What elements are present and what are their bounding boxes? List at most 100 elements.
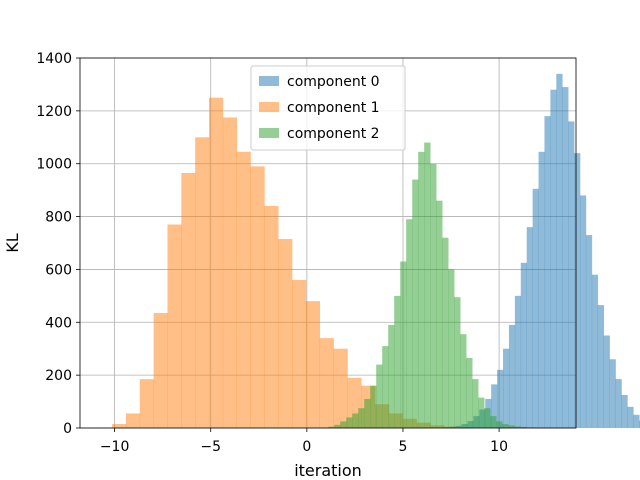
y-tick-label: 1200: [36, 104, 72, 120]
histogram-bar: [112, 424, 127, 428]
histogram-bar: [556, 73, 563, 428]
histogram-bar: [574, 153, 581, 428]
histogram-bar: [508, 425, 515, 428]
histogram-bar: [568, 121, 575, 428]
histogram-bar: [346, 417, 353, 428]
histogram-bar: [436, 200, 443, 428]
histogram-bar: [503, 348, 510, 428]
histogram-bar: [167, 224, 182, 428]
histogram-bar: [376, 364, 383, 428]
y-tick-label: 1400: [36, 51, 72, 67]
histogram-bar: [514, 426, 521, 428]
histogram-bar: [508, 324, 516, 428]
x-axis-label: iteration: [294, 461, 362, 480]
y-tick-label: 1000: [36, 157, 72, 173]
legend-swatch: [259, 128, 279, 138]
histogram-bar: [615, 379, 622, 428]
histogram-bar: [484, 408, 491, 428]
y-tick-label: 800: [45, 210, 72, 226]
y-tick-label: 400: [45, 315, 72, 331]
histogram-bar: [497, 369, 504, 428]
histogram-bar: [250, 166, 265, 428]
histogram-bar: [406, 219, 413, 428]
histogram-bar: [358, 408, 365, 428]
histogram-bar: [490, 416, 497, 428]
histogram-bar: [328, 426, 335, 428]
histogram-bar: [333, 348, 348, 428]
histogram-bar: [412, 179, 419, 428]
histogram-bar: [591, 274, 599, 428]
histogram-bar: [305, 301, 321, 428]
histogram-bar: [609, 359, 616, 428]
histogram-bar: [424, 142, 431, 429]
histogram-bar: [364, 398, 371, 428]
legend-box: [250, 65, 406, 151]
histogram-bar: [334, 424, 341, 428]
histogram-bar: [585, 235, 593, 428]
histogram-bar: [603, 335, 610, 428]
legend-label: component 2: [287, 126, 380, 142]
histogram-bar: [400, 261, 407, 428]
histogram-bar: [442, 237, 449, 428]
histogram-bar: [394, 295, 401, 428]
histogram-bar: [544, 116, 551, 429]
plot-frame: [79, 57, 577, 429]
x-tick-label: 5: [399, 439, 408, 455]
axis-ticks: −10 −5 0 5 10 0 200 400 600 800 1000 1200 1400: [36, 51, 508, 455]
histogram-bar: [153, 313, 168, 428]
y-tick-label: 0: [63, 421, 72, 437]
histogram-bar: [236, 151, 251, 429]
histogram-bar: [472, 379, 479, 428]
series-0-bars: [426, 73, 640, 429]
histogram-bars: [98, 73, 640, 429]
histogram-bar: [454, 297, 461, 428]
histogram-bar: [466, 357, 473, 428]
histogram-bar: [621, 394, 628, 428]
histogram-bar: [382, 346, 389, 428]
histogram-bar: [388, 324, 395, 428]
histogram-bar: [222, 117, 237, 428]
legend: component 0 component 1 component 2: [250, 65, 406, 151]
histogram-bar: [526, 227, 533, 428]
histogram-bar: [430, 163, 437, 428]
histogram-bar: [370, 385, 377, 428]
histogram-bar: [532, 188, 539, 428]
legend-label: component 0: [287, 74, 380, 90]
histogram-bar: [562, 87, 569, 429]
histogram-bar: [181, 172, 196, 428]
histogram-bar: [597, 305, 604, 428]
histogram-bar: [496, 421, 503, 428]
histogram-bar: [340, 421, 347, 428]
histogram-bar: [502, 424, 509, 428]
histogram-bar: [264, 206, 279, 428]
x-tick-label: 10: [490, 439, 508, 455]
histogram-bar: [319, 338, 334, 428]
histogram-bar: [550, 89, 557, 428]
histogram-bar: [448, 269, 455, 428]
x-tick-label: −5: [200, 439, 221, 455]
y-tick-label: 200: [45, 368, 72, 384]
y-axis-label: KL: [3, 233, 22, 252]
series-1-bars: [98, 97, 514, 429]
histogram-bar: [520, 262, 528, 428]
histogram-bar: [125, 413, 141, 428]
histogram-bar: [139, 379, 154, 428]
histogram-bar: [491, 384, 498, 428]
x-tick-label: −10: [100, 439, 130, 455]
histogram-bar: [418, 151, 425, 429]
histogram-bar: [633, 414, 640, 428]
histogram-bar: [208, 97, 224, 429]
histogram-bar: [538, 151, 545, 429]
histogram-bar: [292, 280, 307, 428]
histogram-bar: [278, 239, 293, 428]
legend-label: component 1: [287, 100, 380, 116]
histogram-bar: [520, 426, 527, 428]
histogram-bar: [195, 137, 210, 429]
series-2-bars: [322, 142, 539, 429]
histogram-bar: [352, 413, 359, 428]
legend-swatch: [259, 76, 279, 86]
histogram-bar: [460, 334, 467, 428]
histogram-bar: [478, 397, 485, 428]
histogram-bar: [514, 295, 522, 428]
